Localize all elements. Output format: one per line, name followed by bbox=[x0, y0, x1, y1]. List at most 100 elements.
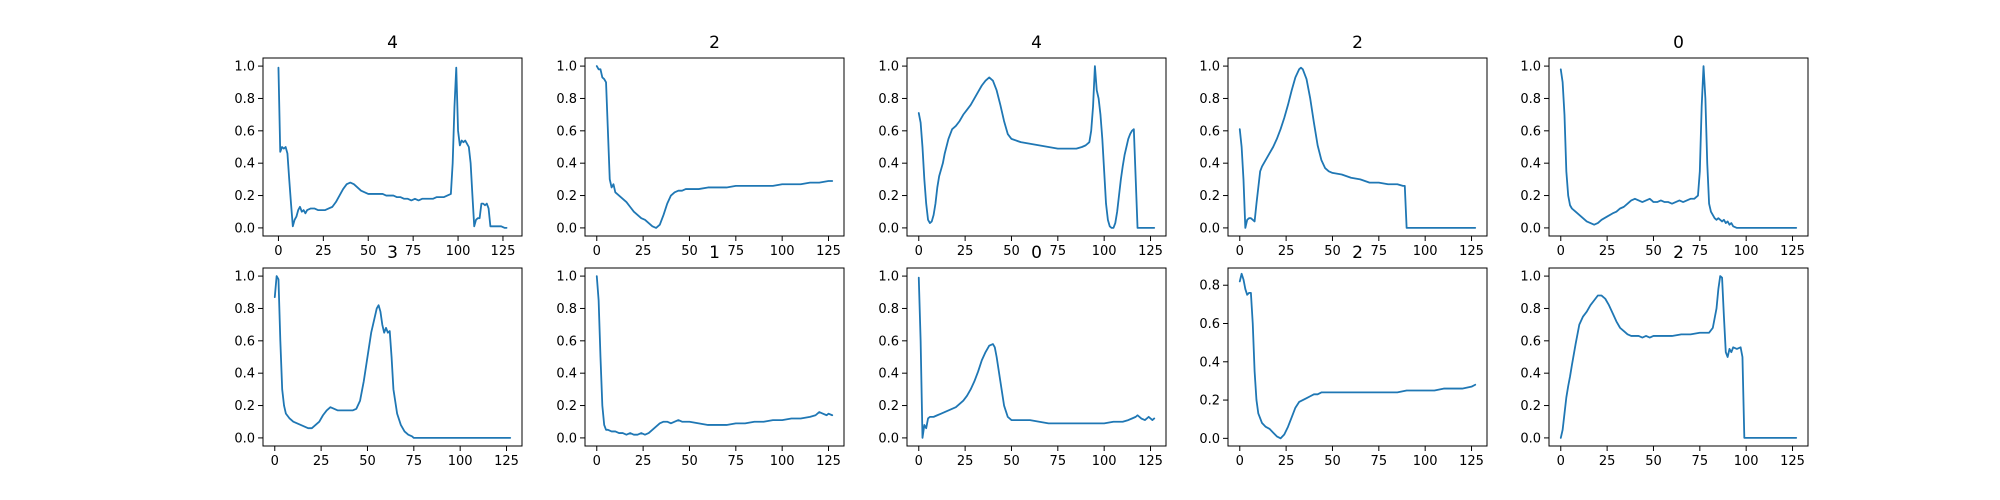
y-tick-label: 0.0 bbox=[556, 221, 577, 236]
y-tick-label: 0.8 bbox=[234, 302, 255, 317]
panel-title: 0 bbox=[1031, 243, 1042, 263]
x-tick-label: 75 bbox=[406, 454, 423, 469]
panel-2: 2 0 25 50 75 100 125 0.0 0.2 0.4 0.6 0.8 1.0 bbox=[556, 33, 845, 259]
x-tick-label: 50 bbox=[1003, 244, 1020, 259]
panel-title: 2 bbox=[709, 33, 720, 53]
x-tick-label: 125 bbox=[1138, 244, 1163, 259]
y-tick-label: 0.6 bbox=[234, 124, 255, 139]
series-line bbox=[277, 66, 508, 229]
y-tick-label: 0.0 bbox=[1520, 431, 1541, 446]
x-tick-label: 0 bbox=[274, 244, 282, 259]
x-tick-label: 25 bbox=[635, 244, 652, 259]
x-tick-label: 0 bbox=[1557, 244, 1565, 259]
x-tick-label: 0 bbox=[915, 244, 923, 259]
x-tick-label: 50 bbox=[359, 454, 376, 469]
axes-frame bbox=[1548, 57, 1809, 237]
x-tick-label: 125 bbox=[494, 454, 519, 469]
y-tick-label: 0.6 bbox=[556, 124, 577, 139]
x-tick-label: 0 bbox=[1236, 454, 1244, 469]
y-tick-label: 0.2 bbox=[1199, 189, 1220, 204]
x-tick-label: 75 bbox=[1050, 454, 1067, 469]
x-tick-label: 25 bbox=[1599, 244, 1616, 259]
y-tick-label: 0.8 bbox=[1199, 92, 1220, 107]
y-tick-label: 0.8 bbox=[1199, 279, 1220, 294]
panel-title: 4 bbox=[1031, 33, 1042, 53]
x-tick-label: 50 bbox=[1324, 454, 1341, 469]
y-tick-label: 1.0 bbox=[1520, 60, 1541, 75]
y-tick-label: 0.4 bbox=[234, 367, 255, 382]
axes-frame bbox=[906, 267, 1167, 447]
y-tick-label: 0.6 bbox=[878, 124, 899, 139]
y-tick-label: 0.2 bbox=[878, 189, 899, 204]
y-tick-label: 0.4 bbox=[878, 367, 899, 382]
x-tick-label: 75 bbox=[728, 244, 745, 259]
x-tick-label: 100 bbox=[448, 454, 473, 469]
panel-title: 3 bbox=[387, 243, 398, 263]
series-line bbox=[595, 275, 834, 436]
x-tick-label: 0 bbox=[1236, 244, 1244, 259]
y-tick-label: 0.0 bbox=[1199, 432, 1220, 447]
panel-9: 2 0 25 50 75 100 125 0.0 0.2 0.4 0.6 0.8 bbox=[1199, 243, 1488, 469]
panel-10: 2 0 25 50 75 100 125 0.0 0.2 0.4 0.6 0.8 1.0 bbox=[1520, 243, 1809, 469]
x-tick-label: 50 bbox=[1645, 244, 1662, 259]
x-tick-label: 75 bbox=[1371, 454, 1388, 469]
axes-frame bbox=[1548, 267, 1809, 447]
y-tick-label: 0.8 bbox=[234, 92, 255, 107]
x-tick-label: 50 bbox=[1645, 454, 1662, 469]
x-tick-label: 25 bbox=[635, 454, 652, 469]
y-tick-label: 0.2 bbox=[1520, 189, 1541, 204]
x-tick-label: 0 bbox=[593, 454, 601, 469]
x-tick-label: 125 bbox=[816, 244, 841, 259]
x-tick-label: 25 bbox=[1599, 454, 1616, 469]
x-tick-label: 25 bbox=[957, 244, 974, 259]
series-line bbox=[1559, 275, 1798, 439]
y-tick-label: 1.0 bbox=[234, 60, 255, 75]
x-tick-label: 125 bbox=[1459, 454, 1484, 469]
y-tick-label: 0.2 bbox=[556, 189, 577, 204]
y-tick-label: 0.6 bbox=[1520, 334, 1541, 349]
x-tick-label: 100 bbox=[1413, 454, 1438, 469]
x-tick-label: 75 bbox=[1050, 244, 1067, 259]
panel-1: 4 0 25 50 75 100 125 0.0 0.2 0.4 0.6 0.8 1.0 bbox=[234, 33, 523, 259]
y-tick-label: 0.4 bbox=[1199, 355, 1220, 370]
axes-frame bbox=[262, 267, 523, 447]
axes-frame bbox=[906, 57, 1167, 237]
y-tick-label: 0.4 bbox=[556, 157, 577, 172]
y-tick-label: 0.0 bbox=[234, 431, 255, 446]
x-tick-label: 125 bbox=[1780, 244, 1805, 259]
y-tick-label: 0.4 bbox=[1199, 157, 1220, 172]
axes-frame bbox=[1227, 57, 1488, 237]
y-tick-label: 0.2 bbox=[234, 189, 255, 204]
x-tick-label: 125 bbox=[1138, 454, 1163, 469]
x-tick-label: 100 bbox=[1092, 244, 1117, 259]
x-tick-label: 0 bbox=[915, 454, 923, 469]
x-tick-label: 75 bbox=[1692, 454, 1709, 469]
y-tick-label: 1.0 bbox=[878, 270, 899, 285]
y-tick-label: 0.0 bbox=[1199, 221, 1220, 236]
y-tick-label: 0.2 bbox=[878, 399, 899, 414]
y-tick-label: 0.8 bbox=[1520, 92, 1541, 107]
y-tick-label: 0.4 bbox=[878, 157, 899, 172]
panel-title: 0 bbox=[1673, 33, 1684, 53]
y-tick-label: 1.0 bbox=[878, 60, 899, 75]
y-tick-label: 0.8 bbox=[556, 302, 577, 317]
x-tick-label: 0 bbox=[271, 454, 279, 469]
y-tick-label: 0.6 bbox=[878, 334, 899, 349]
y-tick-label: 0.8 bbox=[1520, 302, 1541, 317]
y-tick-label: 0.2 bbox=[234, 399, 255, 414]
x-tick-label: 100 bbox=[770, 454, 795, 469]
x-tick-label: 75 bbox=[728, 454, 745, 469]
panel-7: 1 0 25 50 75 100 125 0.0 0.2 0.4 0.6 0.8 1.0 bbox=[556, 243, 845, 469]
y-tick-label: 0.6 bbox=[234, 334, 255, 349]
x-tick-label: 100 bbox=[1734, 244, 1759, 259]
x-tick-label: 125 bbox=[816, 454, 841, 469]
y-tick-label: 0.8 bbox=[556, 92, 577, 107]
axes-frame bbox=[584, 57, 845, 237]
x-tick-label: 25 bbox=[315, 244, 332, 259]
y-tick-label: 1.0 bbox=[1520, 270, 1541, 285]
panel-title: 2 bbox=[1352, 243, 1363, 263]
panel-6: 3 0 25 50 75 100 125 0.0 0.2 0.4 0.6 0.8 1.0 bbox=[234, 243, 523, 469]
y-tick-label: 0.8 bbox=[878, 302, 899, 317]
x-tick-label: 50 bbox=[360, 244, 377, 259]
